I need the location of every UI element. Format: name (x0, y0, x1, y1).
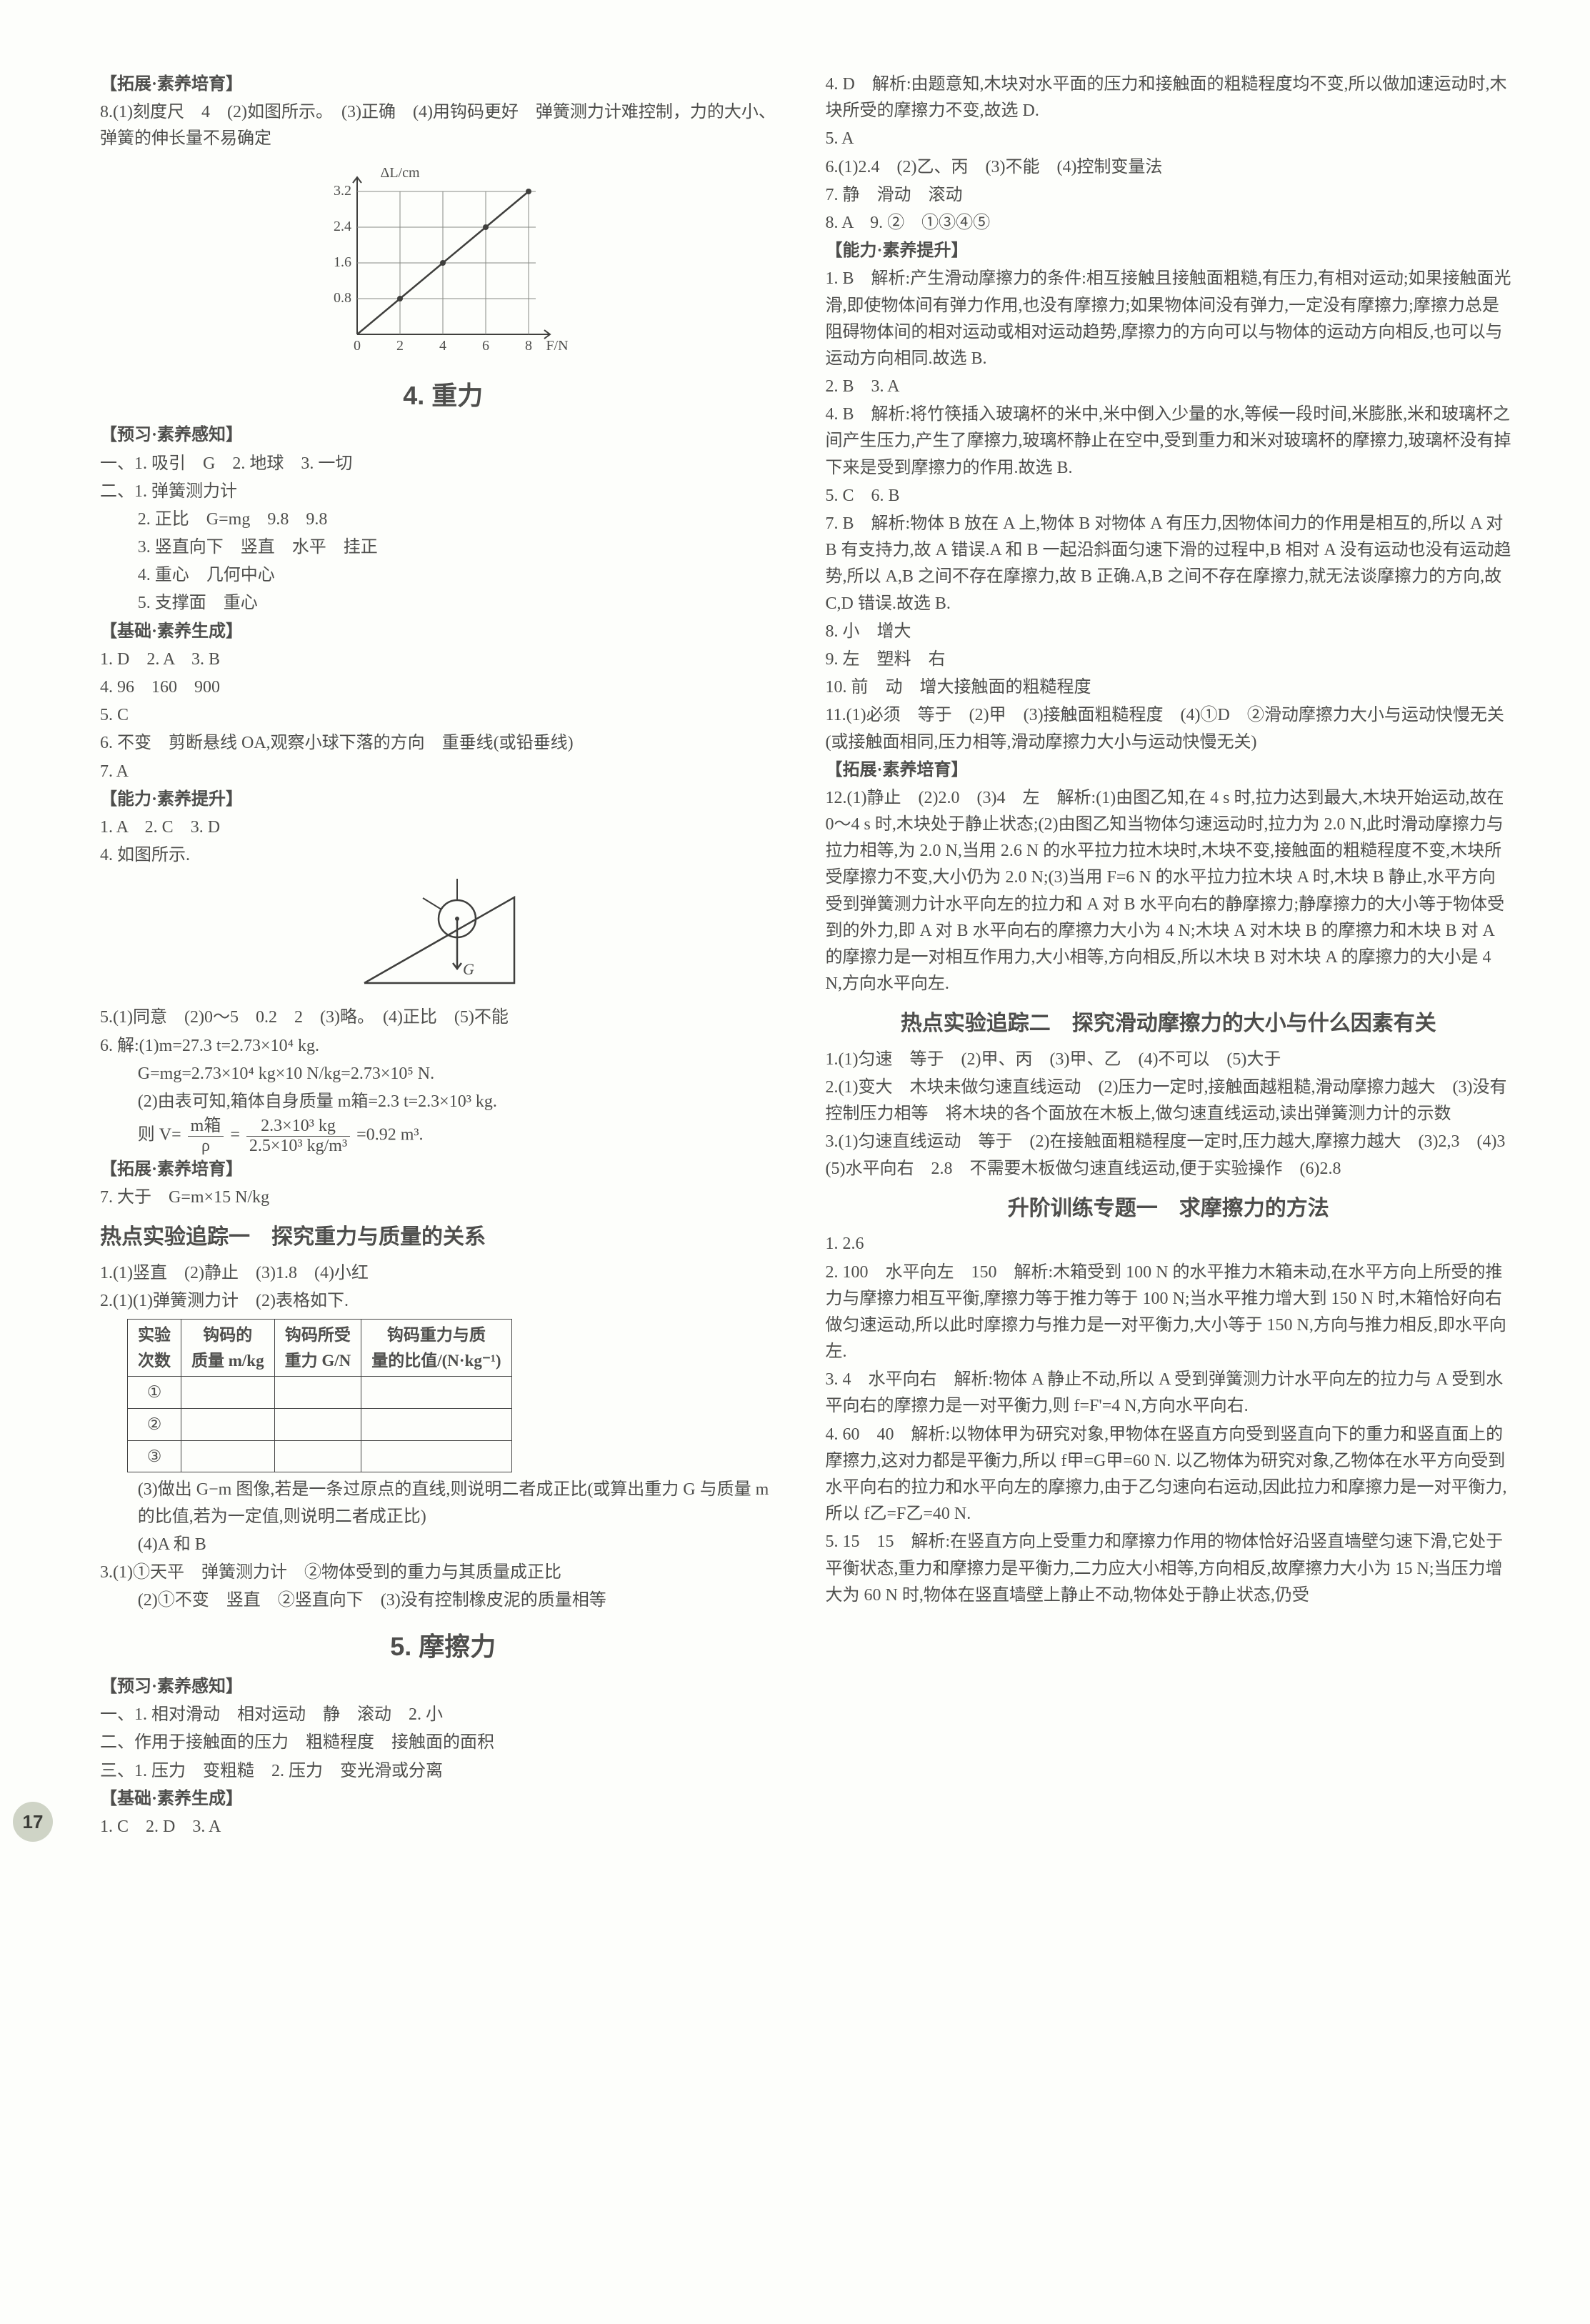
y-axis-label: ΔL/cm (381, 165, 421, 181)
x-tick: 4 (439, 338, 446, 354)
table-header: 钩码所受重力 G/N (274, 1320, 361, 1377)
table-header: 实验次数 (128, 1320, 181, 1377)
fraction: 2.3×10³ kg 2.5×10³ kg/m³ (244, 1117, 352, 1155)
answer-line: 12.(1)静止 (2)2.0 (3)4 左 解析:(1)由图乙知,在 4 s … (826, 785, 1512, 998)
answer-line: 4. 重心 几何中心 (100, 562, 786, 589)
right-column: 4. D 解析:由题意知,木块对水平面的压力和接触面的粗糙程度均不变,所以做加速… (826, 71, 1512, 1842)
answer-line: 5. A (826, 126, 1512, 152)
section-header: 【基础·素养生成】 (100, 1786, 786, 1812)
answer-line: 2. 正比 G=mg 9.8 9.8 (100, 507, 786, 533)
answer-line: 5. 支撑面 重心 (100, 590, 786, 617)
answer-line: 2. B 3. A (826, 374, 1512, 400)
answer-line: 10. 前 动 增大接触面的粗糙程度 (826, 674, 1512, 701)
answer-line: 6. 不变 剪断悬线 OA,观察小球下落的方向 重垂线(或铅垂线) (100, 730, 786, 757)
y-tick: 0.8 (334, 290, 351, 306)
section-header: 【预习·素养感知】 (100, 1674, 786, 1700)
table-row: ② (128, 1409, 512, 1441)
two-column-layout: 【拓展·素养培育】 8.(1)刻度尺 4 (2)如图所示。 (3)正确 (4)用… (100, 71, 1511, 1842)
x-axis-label: F/N (546, 338, 569, 354)
answer-line: 三、1. 压力 变粗糙 2. 压力 变光滑或分离 (100, 1758, 786, 1785)
answer-line: 7. B 解析:物体 B 放在 A 上,物体 B 对物体 A 有压力,因物体间力… (826, 511, 1512, 617)
answer-line: 4. 如图所示. (100, 842, 786, 869)
hot-topic-title: 热点实验追踪一 探究重力与质量的关系 (100, 1221, 786, 1255)
answer-line: 11.(1)必须 等于 (2)甲 (3)接触面粗糙程度 (4)①D ②滑动摩擦力… (826, 702, 1512, 755)
answer-line: 2. 100 水平向左 150 解析:木箱受到 100 N 的水平推力木箱未动,… (826, 1260, 1512, 1366)
incline-diagram: G (100, 876, 786, 997)
answer-line: 6. 解:(1)m=27.3 t=2.73×10⁴ kg. (100, 1033, 786, 1059)
answer-line: 3.(1)①天平 弹簧测力计 ②物体受到的重力与其质量成正比 (100, 1560, 786, 1586)
answer-line: 3. 竖直向下 竖直 水平 挂正 (100, 534, 786, 561)
answer-line: 7. A (100, 759, 786, 785)
g-label: G (463, 960, 474, 978)
answer-line: 9. 左 塑料 右 (826, 647, 1512, 673)
answer-line: 1. B 解析:产生滑动摩擦力的条件:相互接触且接触面粗糙,有压力,有相对运动;… (826, 266, 1512, 372)
section-header: 【拓展·素养培育】 (100, 71, 786, 98)
answer-line: (2)①不变 竖直 ②竖直向下 (3)没有控制橡皮泥的质量相等 (100, 1587, 786, 1614)
answer-line: 1.(1)匀速 等于 (2)甲、丙 (3)甲、乙 (4)不可以 (5)大于 (826, 1047, 1512, 1073)
answer-line: 3.(1)匀速直线运动 等于 (2)在接触面粗糙程度一定时,压力越大,摩擦力越大… (826, 1129, 1512, 1182)
answer-line: 1. 2.6 (826, 1231, 1512, 1257)
hot-topic-title: 热点实验追踪二 探究滑动摩擦力的大小与什么因素有关 (826, 1007, 1512, 1041)
answer-line: 5. C 6. B (826, 483, 1512, 509)
answer-line: 1. A 2. C 3. D (100, 814, 786, 841)
answer-line: 二、作用于接触面的压力 粗糙程度 接触面的面积 (100, 1730, 786, 1756)
answer-line: 二、1. 弹簧测力计 (100, 479, 786, 505)
table-header: 钩码的质量 m/kg (181, 1320, 275, 1377)
section-title: 4. 重力 (100, 376, 786, 416)
section-header: 【预习·素养感知】 (100, 422, 786, 449)
experiment-table: 实验次数 钩码的质量 m/kg 钩码所受重力 G/N 钩码重力与质量的比值/(N… (127, 1319, 512, 1472)
answer-line: (2)由表可知,箱体自身质量 m箱=2.3 t=2.3×10³ kg. (100, 1089, 786, 1115)
section-header: 【基础·素养生成】 (100, 619, 786, 645)
table-row: ③ (128, 1440, 512, 1472)
section-header: 【拓展·素养培育】 (100, 1157, 786, 1183)
answer-line: 2.(1)(1)弹簧测力计 (2)表格如下. (100, 1288, 786, 1315)
answer-line: 一、1. 相对滑动 相对运动 静 滚动 2. 小 (100, 1702, 786, 1728)
answer-line: 5. 15 15 解析:在竖直方向上受重力和摩擦力作用的物体恰好沿竖直墙壁匀速下… (826, 1529, 1512, 1609)
answer-line: (3)做出 G−m 图像,若是一条过原点的直线,则说明二者成正比(或算出重力 G… (100, 1477, 786, 1530)
lift-title: 升阶训练专题一 求摩擦力的方法 (826, 1192, 1512, 1226)
table-row: ① (128, 1377, 512, 1409)
answer-line: 8. A 9. ② ①③④⑤ (826, 210, 1512, 236)
chart-container: 0 2 4 6 8 F/N 0.8 1.6 2.4 3.2 ΔL/cm (100, 163, 786, 363)
section-header: 【能力·素养提升】 (100, 787, 786, 813)
answer-line: 4. D 解析:由题意知,木块对水平面的压力和接触面的粗糙程度均不变,所以做加速… (826, 71, 1512, 124)
answer-line: 7. 静 滑动 滚动 (826, 182, 1512, 209)
answer-line: 1.(1)竖直 (2)静止 (3)1.8 (4)小红 (100, 1260, 786, 1287)
table-header: 钩码重力与质量的比值/(N·kg⁻¹) (361, 1320, 511, 1377)
x-tick: 0 (354, 338, 361, 354)
answer-line: 5.(1)同意 (2)0～5 0.2 2 (3)略。 (4)正比 (5)不能 (100, 1004, 786, 1031)
answer-line: 4. B 解析:将竹筷插入玻璃杯的米中,米中倒入少量的水,等候一段时间,米膨胀,… (826, 402, 1512, 482)
answer-line: 3. 4 水平向右 解析:物体 A 静止不动,所以 A 受到弹簧测力计水平向左的… (826, 1367, 1512, 1420)
answer-line: 1. D 2. A 3. B (100, 647, 786, 673)
y-tick: 3.2 (334, 183, 351, 199)
y-tick: 1.6 (334, 254, 351, 270)
answer-line: 一、1. 吸引 G 2. 地球 3. 一切 (100, 451, 786, 477)
fraction: m箱 ρ (186, 1117, 226, 1155)
answer-line: 8. 小 增大 (826, 619, 1512, 645)
vol-prefix: 则 V= (138, 1126, 181, 1144)
answer-line: 7. 大于 G=m×15 N/kg (100, 1185, 786, 1211)
section-title: 5. 摩擦力 (100, 1627, 786, 1667)
answer-line: 4. 96 160 900 (100, 674, 786, 701)
y-tick: 2.4 (334, 219, 351, 234)
delta-l-chart: 0 2 4 6 8 F/N 0.8 1.6 2.4 3.2 ΔL/cm (314, 163, 571, 363)
answer-line: 1. C 2. D 3. A (100, 1814, 786, 1840)
x-tick: 6 (482, 338, 489, 354)
answer-line: (4)A 和 B (100, 1532, 786, 1558)
x-tick: 2 (396, 338, 404, 354)
answer-line: 4. 60 40 解析:以物体甲为研究对象,甲物体在竖直方向受到竖直向下的重力和… (826, 1422, 1512, 1528)
answer-line: 6.(1)2.4 (2)乙、丙 (3)不能 (4)控制变量法 (826, 154, 1512, 181)
page-number: 17 (13, 1802, 53, 1842)
answer-line: G=mg=2.73×10⁴ kg×10 N/kg=2.73×10⁵ N. (100, 1061, 786, 1087)
formula-line: 则 V= m箱 ρ = 2.3×10³ kg 2.5×10³ kg/m³ =0.… (100, 1117, 786, 1155)
section-header: 【能力·素养提升】 (826, 238, 1512, 264)
answer-line: 2.(1)变大 木块未做匀速直线运动 (2)压力一定时,接触面越粗糙,滑动摩擦力… (826, 1074, 1512, 1127)
answer-line: 8.(1)刻度尺 4 (2)如图所示。 (3)正确 (4)用钩码更好 弹簧测力计… (100, 99, 786, 152)
x-tick: 8 (525, 338, 532, 354)
section-header: 【拓展·素养培育】 (826, 757, 1512, 784)
left-column: 【拓展·素养培育】 8.(1)刻度尺 4 (2)如图所示。 (3)正确 (4)用… (100, 71, 786, 1842)
answer-line: 5. C (100, 702, 786, 729)
